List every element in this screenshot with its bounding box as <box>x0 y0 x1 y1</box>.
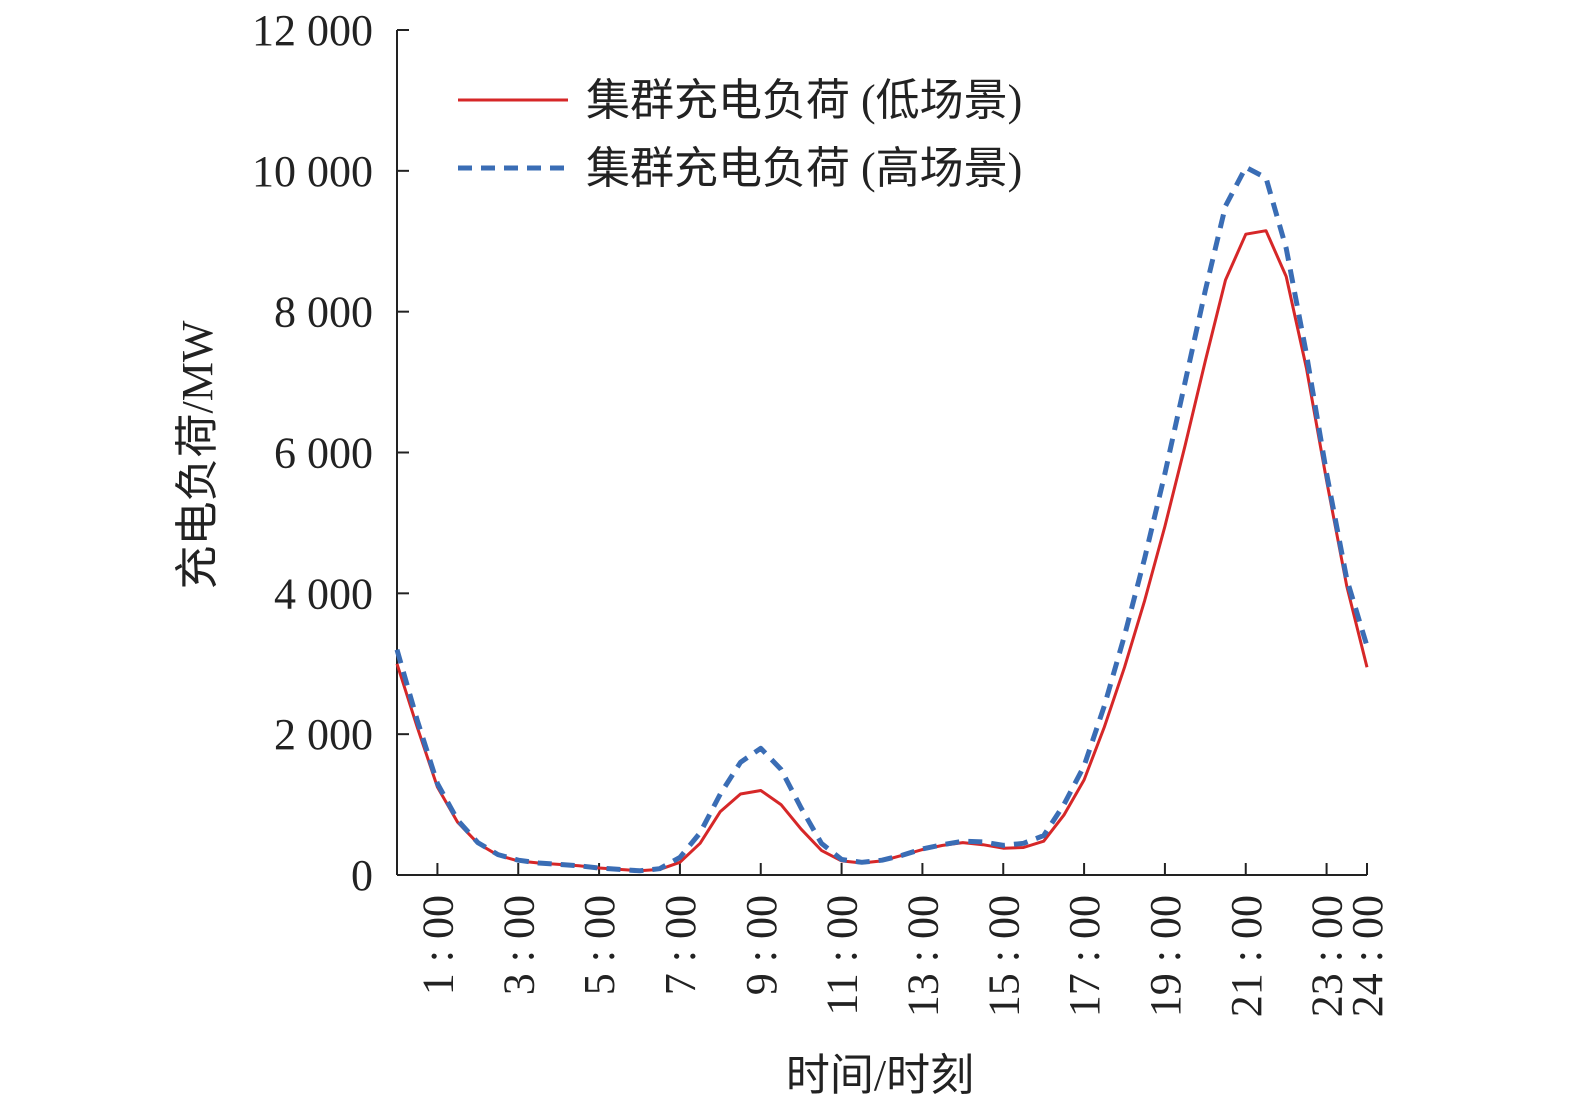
x-tick-label: 7 : 00 <box>656 895 705 995</box>
y-tick-label: 8 000 <box>274 288 373 337</box>
axes: 0 2 000 4 000 6 000 8 000 10 000 12 000 1 : 00 3… <box>252 6 1392 1017</box>
series-line-1 <box>395 229 1369 873</box>
y-tick-label: 12 000 <box>252 6 373 55</box>
y-tick-label: 6 000 <box>274 429 373 478</box>
y-axis-title: 充电负荷/MW <box>173 320 222 589</box>
x-tick-label: 13 : 00 <box>898 895 947 1017</box>
series-layer <box>394 164 1370 874</box>
legend-label-2: 集群充电负荷 (高场景) <box>586 144 1022 193</box>
x-tick-label: 3 : 00 <box>494 895 543 995</box>
x-tick-label: 9 : 00 <box>737 895 786 995</box>
x-tick-label: 5 : 00 <box>575 895 624 995</box>
series-line-2 <box>394 164 1370 874</box>
x-tick-label: 21 : 00 <box>1222 895 1271 1017</box>
y-tick-label: 4 000 <box>274 569 373 618</box>
x-tick-label: 23 : 00 <box>1303 895 1352 1017</box>
y-tick-label: 10 000 <box>252 147 373 196</box>
x-tick-label: 24 : 00 <box>1343 895 1392 1017</box>
x-tick-label: 1 : 00 <box>413 895 462 995</box>
x-tick-label: 15 : 00 <box>979 895 1028 1017</box>
y-tick-label: 2 000 <box>274 710 373 759</box>
y-tick-label: 0 <box>351 851 373 900</box>
legend: 集群充电负荷 (低场景) 集群充电负荷 (高场景) <box>458 76 1022 193</box>
legend-label-1: 集群充电负荷 (低场景) <box>586 76 1022 125</box>
x-tick-label: 17 : 00 <box>1060 895 1109 1017</box>
x-tick-label: 19 : 00 <box>1141 895 1190 1017</box>
x-axis-title: 时间/时刻 <box>786 1051 974 1100</box>
x-tick-label: 11 : 00 <box>818 895 867 1016</box>
